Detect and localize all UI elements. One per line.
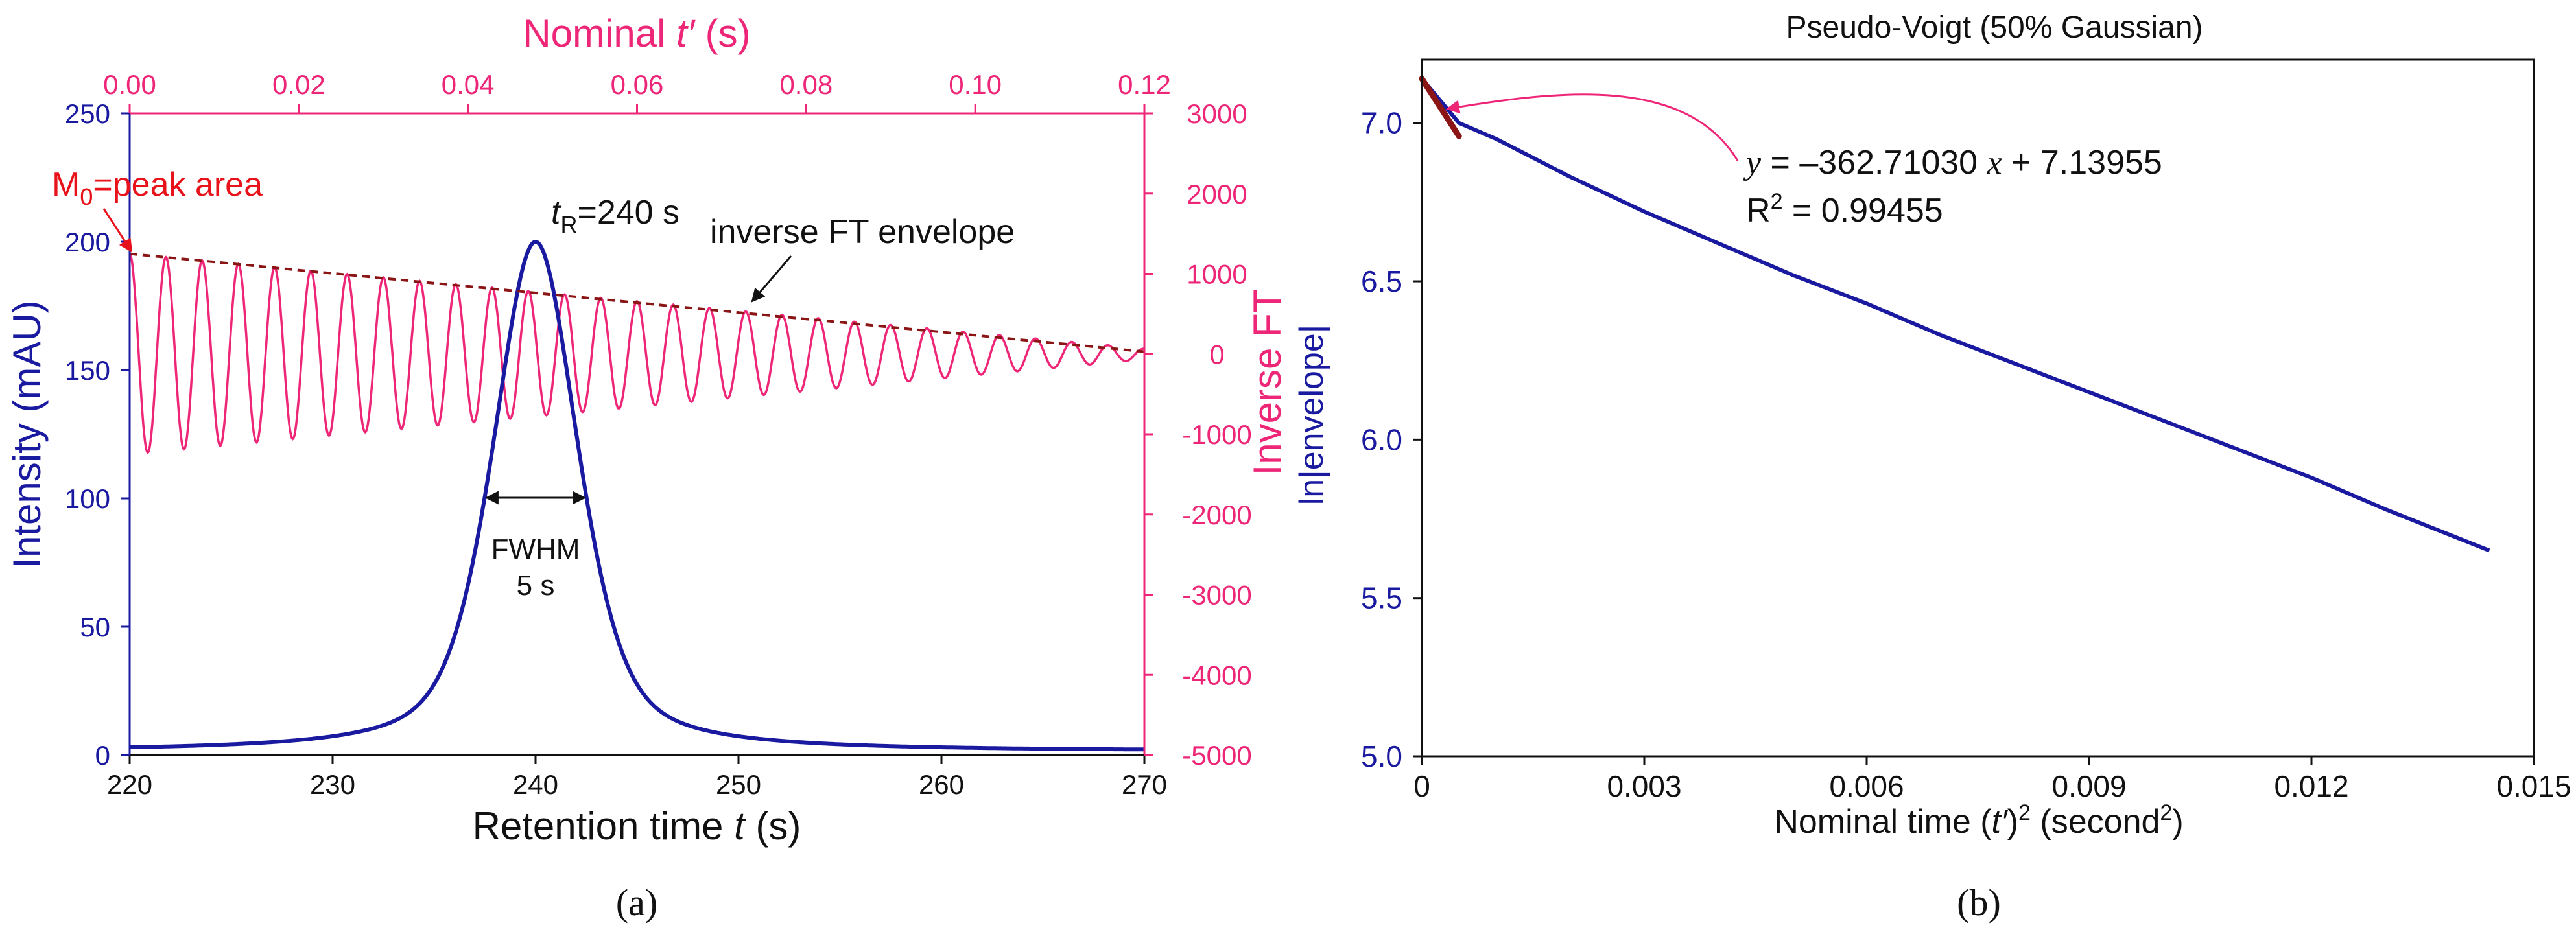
panel-a-x-tick-label: 250 [716,769,761,800]
fwhm-value: 5 s [517,570,555,601]
panel-a-x-tick-label: 240 [513,769,558,800]
panel-b-y-tick-label: 6.0 [1361,423,1402,456]
panel-a-y2-tick-label: -4000 [1182,660,1251,690]
panel-b-ticks-layer: 0 0.003 0.006 0.009 0.012 0.015 5.0 5.5 6.0 6.5 7.… [1361,106,2571,803]
panel-b-x-tick-label: 0.009 [2051,769,2126,803]
panel-a-y2-tick-label: 1000 [1187,259,1247,290]
envelope-arrow [751,255,792,303]
panel-a-y-tick-label: 0 [95,740,110,771]
panel-b-x-tick-label: 0.006 [1829,769,1904,803]
panel-a-x-tick-label: 260 [919,769,964,800]
panel-b-series-layer [1419,76,2490,553]
panel-a-y2-tick-label: 0 [1209,339,1224,369]
retention-time-label: tR=240 s [551,194,679,238]
panel-a-y-axis-title: Intensity (mAU) [5,300,49,568]
panel-a-y-tick-label: 250 [65,99,110,129]
fit-r-squared: R2 = 0.99455 [1746,189,1943,229]
panel-a-y2-tick-label: -5000 [1182,740,1251,771]
panel-a-x2-tick-label: 0.02 [272,69,325,100]
m0-arrow [102,208,133,253]
inverse-ft-line [128,253,1144,454]
panel-a-y-tick-label: 100 [65,483,110,514]
panel-a-series-layer [128,239,1145,752]
panel-a-y2-tick-label: 2000 [1187,179,1247,209]
chromatographic-peak-line [130,239,1144,752]
panel-a-x2-tick-label: 0.08 [779,69,833,100]
panel-a-x2-tick-label: 0.04 [442,69,495,100]
m0-peak-area-label: M0=peak area [52,166,263,210]
panel-b-x-tick-label: 0.012 [2274,769,2348,803]
panel-b-title: Pseudo-Voigt (50% Gaussian) [1786,10,2203,45]
panel-a-y-tick-label: 50 [80,612,110,642]
panel-b-chart: Pseudo-Voigt (50% Gaussian) 0 0.003 0.006 0… [1293,10,2571,924]
panel-b-frame [1421,58,2535,758]
panel-b-x-tick-label: 0 [1413,769,1430,803]
panel-a-x2-tick-label: 0.12 [1118,69,1171,100]
panel-a-ticks-layer: 220 230 240 250 260 270 0 50 100 150 200 250 -5000 -4… [65,69,1252,800]
panel-a-x-tick-label: 270 [1122,769,1167,800]
linear-fit-line [1419,76,1462,139]
panel-b-x-axis-title: Nominal time (t′)2 (second2) [1774,800,2183,841]
panel-a-label: (a) [616,881,657,924]
panel-a-x-tick-label: 220 [107,769,152,800]
panel-a-chart: 220 230 240 250 260 270 0 50 100 150 200 250 -5000 -4… [5,12,1289,924]
panel-a-x2-tick-label: 0.06 [611,69,664,100]
panel-a-y2-tick-label: 3000 [1187,99,1247,129]
panel-b-y-tick-label: 6.5 [1361,264,1402,298]
fit-equation-arrow [1445,93,1739,161]
panel-a-y-tick-label: 150 [65,355,110,386]
panel-b-y-tick-label: 5.5 [1361,581,1402,615]
panel-b-y-tick-label: 7.0 [1361,106,1402,140]
panel-b-x-tick-label: 0.015 [2496,769,2571,803]
panel-b-label: (b) [1957,881,2001,924]
panel-b-y-tick-label: 5.0 [1361,740,1402,773]
panel-a-x2-tick-label: 0.00 [103,69,156,100]
fit-equation: y = –362.71030 x + 7.13955 [1743,144,2162,181]
envelope-label: inverse FT envelope [710,213,1015,251]
ln-envelope-line [1420,77,2490,553]
panel-b-y-axis-title: ln|envelope| [1293,325,1330,506]
panel-a-y2-tick-label: -1000 [1182,419,1251,450]
fwhm-label: FWHM [491,533,580,565]
panel-a-top-axis-title: Nominal t′ (s) [523,12,750,55]
panel-a-y2-tick-label: -2000 [1182,500,1251,530]
panel-a-x-tick-label: 230 [310,769,355,800]
inverse-ft-envelope-line [129,252,1145,353]
panel-a-y2-axis-title: Inverse FT [1246,290,1289,476]
panel-a-x-axis-title: Retention time t (s) [473,804,801,848]
panel-a-x2-tick-label: 0.10 [949,69,1002,100]
panel-b-x-tick-label: 0.003 [1607,769,1681,803]
panel-a-y2-tick-label: -3000 [1182,580,1251,611]
panel-a-y-tick-label: 200 [65,227,110,257]
